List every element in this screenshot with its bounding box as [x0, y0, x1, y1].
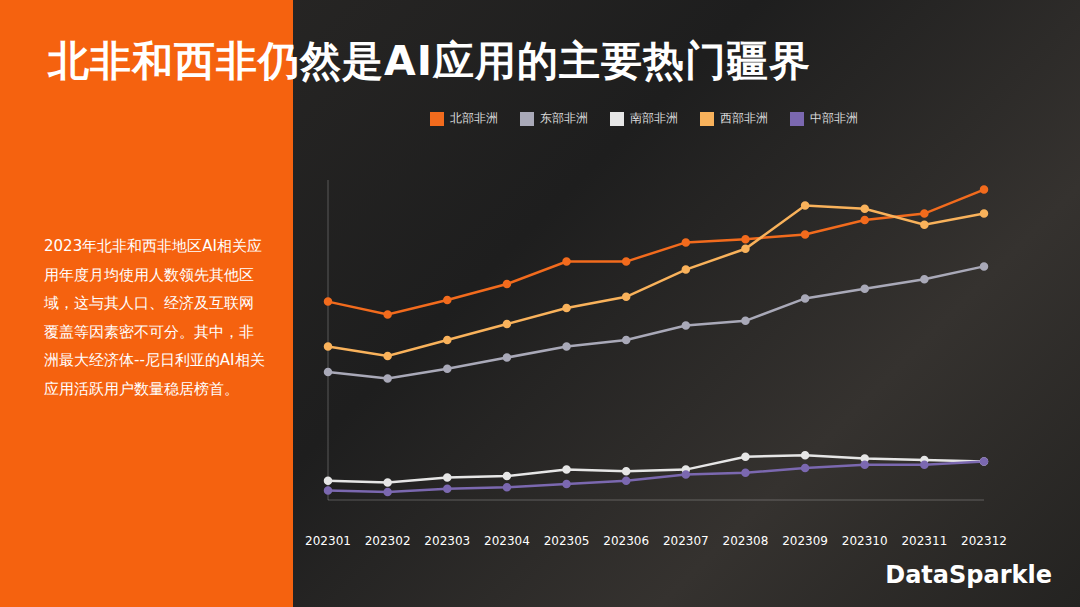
html-text:中部非洲: 中部非洲 — [810, 111, 858, 125]
svg-text:202305: 202305 — [544, 534, 590, 548]
svg-text:202307: 202307 — [663, 534, 709, 548]
svg-text:202304: 202304 — [484, 534, 530, 548]
html-text:西部非洲: 西部非洲 — [720, 111, 768, 125]
svg-text:202310: 202310 — [842, 534, 888, 548]
svg-text:202306: 202306 — [603, 534, 649, 548]
svg-text:202302: 202302 — [365, 534, 411, 548]
html-text:DataSparkle: DataSparkle — [885, 561, 1052, 589]
svg-text:202303: 202303 — [424, 534, 470, 548]
svg-text:202312: 202312 — [961, 534, 1007, 548]
html-text:东部非洲: 东部非洲 — [540, 111, 588, 125]
svg-text:202311: 202311 — [901, 534, 947, 548]
html-text:北部非洲: 北部非洲 — [450, 111, 498, 125]
html-text:南部非洲: 南部非洲 — [630, 111, 678, 125]
svg-text:202301: 202301 — [305, 534, 351, 548]
html-text:北非和西非仍然是AI应用的主要热门疆界: 北非和西非仍然是AI应用的主要热门疆界 — [48, 37, 811, 85]
svg-text:202309: 202309 — [782, 534, 828, 548]
svg-text:202308: 202308 — [723, 534, 769, 548]
html-text:2023年北非和西非地区AI相关应用年度月均使用人数领先其他: 2023年北非和西非地区AI相关应用年度月均使用人数领先其他区域，这与其人口、经… — [44, 237, 265, 398]
